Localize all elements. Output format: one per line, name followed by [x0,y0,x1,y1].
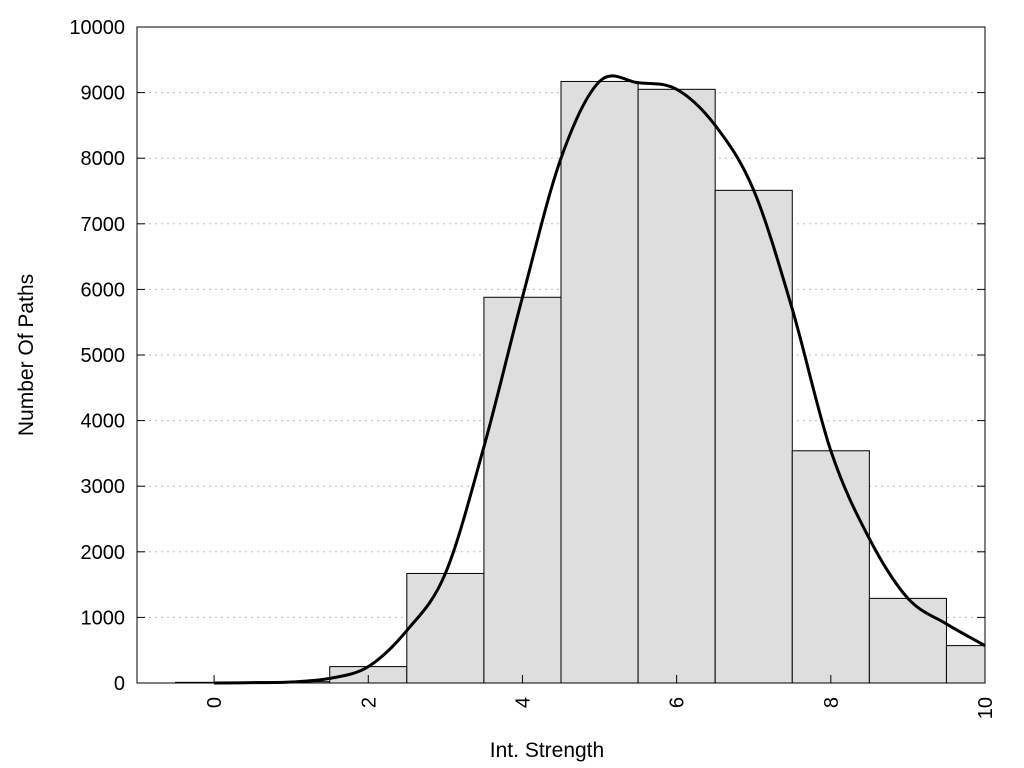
y-tick-label: 10000 [69,17,125,39]
y-tick-label: 3000 [81,476,126,498]
y-tick-label: 4000 [81,411,126,433]
y-tick-label: 1000 [81,607,126,629]
x-tick-label: 2 [358,697,380,708]
y-tick-label: 5000 [81,345,126,367]
y-tick-label: 2000 [81,542,126,564]
bars-group [175,80,986,684]
x-tick-label: 10 [975,697,997,719]
histogram-bar [714,189,793,684]
y-tick-label: 6000 [81,279,126,301]
histogram-bar [791,450,870,684]
histogram-bar [560,80,639,684]
y-tick-label: 0 [114,673,125,695]
histogram-bar [483,296,562,684]
x-tick-label: 6 [667,697,689,708]
x-tick-label: 0 [204,697,226,708]
x-axis-label: Int. Strength [490,739,604,762]
y-axis-ticks: 0 1000 2000 3000 4000 5000 6000 7000 8000 9000 100… [69,17,985,695]
y-tick-label: 9000 [81,83,126,105]
y-tick-label: 7000 [81,214,126,236]
x-axis-ticks: 0 2 4 6 8 10 [204,675,997,719]
curve-group [214,74,986,685]
histogram-bar [868,597,947,684]
histogram-bar [406,572,485,684]
smoothed-curve [214,74,986,685]
x-tick-label: 8 [821,697,843,708]
y-tick-label: 8000 [81,148,126,170]
x-tick-label: 4 [512,697,534,708]
y-axis-label: Number Of Paths [15,274,38,436]
histogram-bar [637,88,716,684]
histogram-bar [945,645,986,684]
